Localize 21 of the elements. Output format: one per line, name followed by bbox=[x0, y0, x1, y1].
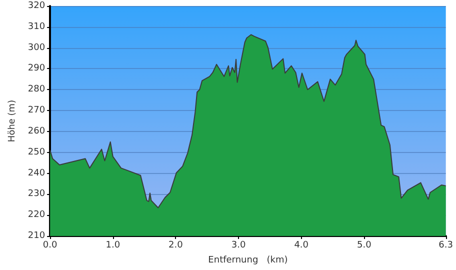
y-tick-label: 300 bbox=[28, 42, 46, 53]
x-axis-title: Entfernung (km) bbox=[208, 256, 288, 266]
y-tick-label: 270 bbox=[28, 106, 46, 116]
y-tick-label: 260 bbox=[28, 126, 46, 136]
x-tick-label: 5.0 bbox=[357, 240, 372, 250]
y-tick-label: 230 bbox=[28, 189, 46, 200]
x-tick-label: 4.0 bbox=[294, 240, 309, 250]
x-tick-label: 0.0 bbox=[42, 240, 58, 250]
x-tick-label: 3.0 bbox=[231, 240, 246, 250]
y-tick-label: 250 bbox=[28, 147, 46, 158]
y-tick-label: 240 bbox=[28, 168, 46, 178]
y-tick-label: 280 bbox=[28, 84, 46, 95]
y-tick-label: 290 bbox=[28, 64, 46, 74]
y-tick-label: 220 bbox=[28, 210, 46, 220]
y-tick-label: 320 bbox=[28, 1, 46, 11]
y-tick-label: 310 bbox=[28, 22, 46, 32]
y-axis-title: Höhe (m) bbox=[8, 100, 18, 142]
x-tick-label: 1.0 bbox=[106, 240, 120, 250]
x-tick-label: 6.3 bbox=[438, 240, 454, 250]
y-tick-label: 210 bbox=[28, 231, 46, 241]
x-tick-label: 2.0 bbox=[168, 240, 184, 250]
